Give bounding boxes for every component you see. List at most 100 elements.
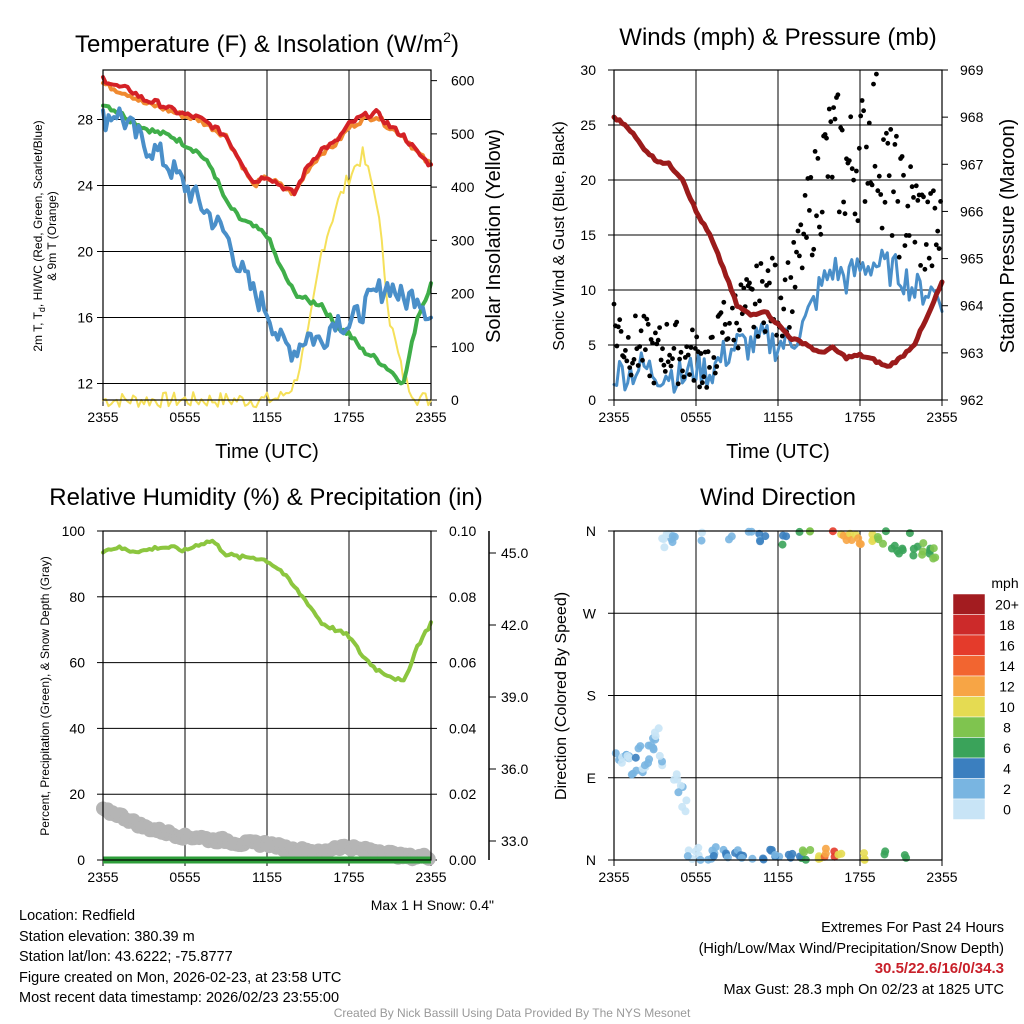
wind-gust-point (660, 346, 665, 352)
wind-gust-point (685, 352, 691, 358)
wind-gust-point (651, 380, 657, 386)
dir-point (697, 536, 706, 545)
temp-x-tick-label: 1155 (252, 409, 282, 425)
wind-gust-point (913, 183, 919, 189)
dir-legend-swatch (952, 737, 986, 759)
temp-y-tick-label: 16 (77, 310, 93, 326)
wind-gust-point (712, 370, 718, 376)
extremes-values: 30.5/22.6/16/0/34.3 (874, 960, 1004, 977)
wind-gust-point (747, 280, 752, 286)
wind-gust-point (774, 332, 779, 338)
dir-point (881, 847, 890, 856)
wind-y2-tick-label: 963 (960, 345, 984, 361)
wind-gust-point (908, 164, 913, 170)
wind-y-tick-label: 0 (588, 392, 596, 408)
wind-gust-point (727, 320, 732, 326)
rh-y-tick-label: 80 (69, 589, 85, 605)
dir-legend-label: 12 (999, 678, 1015, 694)
rh-series-relative-humidity (101, 538, 433, 683)
dir-point (806, 846, 815, 854)
wind-gust-point (826, 106, 832, 112)
wind-gust-point (902, 243, 908, 249)
wind-gust-point (667, 352, 672, 358)
wind-gust-point (936, 246, 942, 252)
wind-gust-point (761, 320, 767, 326)
wind-gust-point (856, 145, 862, 151)
wind-y-tick-label: 15 (580, 227, 596, 243)
dir-point (929, 554, 938, 563)
wind-gust-point (792, 284, 798, 290)
wind-gust-point (789, 309, 795, 315)
wind-gust-point (895, 199, 901, 204)
dir-point (778, 540, 787, 549)
temp-x-tick-label: 0555 (169, 409, 200, 425)
wind-gust-point (791, 240, 797, 245)
wind-gust-point (922, 266, 928, 272)
temp-y2-tick-label: 500 (451, 126, 475, 142)
wind-gust-point (876, 173, 882, 179)
temp-y2-tick-label: 400 (451, 179, 475, 195)
wind-gust-point (804, 235, 809, 241)
wind-gust-point (875, 188, 881, 194)
wind-gust-point (653, 330, 658, 336)
max-gust: Max Gust: 28.3 mph On 02/23 at 1825 UTC (723, 981, 1004, 998)
extremes-subtitle: (High/Low/Max Wind/Precipitation/Snow De… (698, 940, 1004, 957)
dir-legend-swatch (952, 593, 986, 615)
wind-gust-point (617, 317, 623, 323)
wind-gust-point (888, 126, 894, 132)
wind-gust-point (909, 184, 915, 190)
wind-series-station-pressure (611, 114, 945, 369)
wind-gust-point (630, 360, 635, 366)
wind-gust-point (734, 320, 739, 326)
rh-y-tick-label: 60 (69, 655, 85, 671)
wind-gust-point (824, 135, 829, 141)
rh-y2-tick-label: 0.02 (449, 786, 476, 802)
dir-legend-label: 10 (999, 699, 1015, 715)
wind-gust-point (680, 368, 685, 374)
rh-snow-tick-label: 39.0 (501, 689, 528, 705)
station-elevation: Station elevation: 380.39 m (19, 928, 195, 945)
wind-gust-point (665, 359, 671, 365)
recent-data-timestamp: Most recent data timestamp: 2026/02/23 2… (19, 990, 340, 1006)
wind-gust-point (899, 154, 905, 159)
dir-legend-swatch (952, 696, 986, 718)
wind-gust-point (885, 140, 891, 146)
dir-point (623, 752, 632, 760)
wind-gust-point (737, 327, 742, 333)
dir-x-tick-label: 1755 (844, 869, 875, 885)
wind-gust-point (915, 198, 921, 203)
wind-gust-point (722, 322, 728, 327)
station-latlon: Station lat/lon: 43.6222; -75.8777 (19, 949, 233, 965)
wind-gust-point (861, 108, 866, 114)
dir-point (655, 751, 664, 760)
temp-series-2m-temperature (101, 75, 433, 197)
wind-y2-tick-label: 962 (960, 392, 984, 408)
wind-gust-point (817, 224, 822, 230)
wind-y-axis-label: Sonic Wind & Gust (Blue, Black) (551, 121, 568, 350)
wind-gust-point (862, 199, 868, 204)
wind-gust-point (855, 218, 861, 224)
temp-x-tick-label: 1755 (333, 409, 364, 425)
dir-point (834, 850, 843, 859)
wind-gust-point (725, 336, 731, 341)
dir-point (929, 544, 938, 553)
wind-gust-point (674, 319, 680, 325)
dir-point (650, 728, 659, 737)
wind-gust-point (664, 321, 670, 327)
dir-legend-swatch (952, 675, 986, 697)
dir-point (709, 852, 718, 860)
rh-y2-tick-label: 0.00 (449, 852, 476, 868)
dir-legend-swatch (952, 716, 986, 738)
wind-gust-point (697, 384, 702, 390)
wind-gust-point (781, 306, 787, 312)
wind-gust-point (779, 333, 785, 339)
dir-point (860, 849, 868, 858)
wind-y2-tick-label: 968 (960, 109, 984, 125)
dir-speed-legend: 20+ 18 16 14 12 10 8 6 4 2 0 (952, 593, 1019, 820)
wind-gust-point (625, 335, 631, 340)
wind-gust-point (812, 149, 818, 154)
dir-point (711, 843, 720, 852)
wind-gust-point (778, 295, 784, 301)
temp-y-axis-label-2: & 9m T (Orange) (45, 191, 59, 281)
